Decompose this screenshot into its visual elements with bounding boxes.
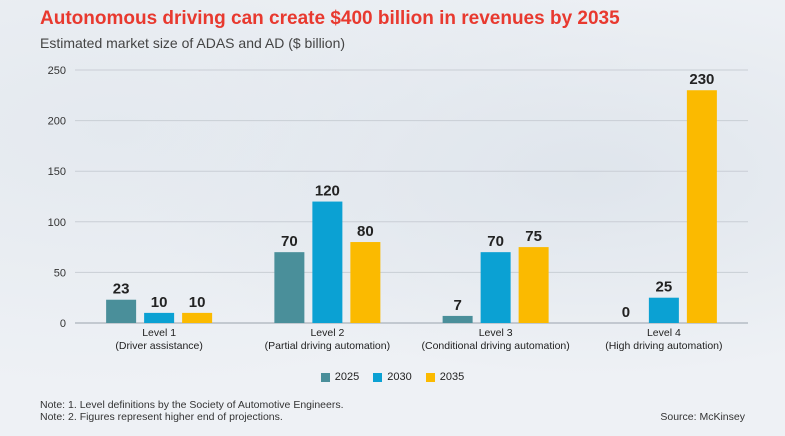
- x-tick-label: (Partial driving automation): [265, 340, 390, 352]
- bar: [312, 201, 343, 323]
- data-label: 23: [113, 281, 130, 298]
- x-tick-label: (Conditional driving automation): [422, 340, 570, 352]
- data-label: 7: [453, 297, 461, 314]
- y-tick-label: 0: [60, 318, 66, 330]
- data-label: 70: [487, 233, 504, 250]
- y-tick-label: 250: [48, 65, 66, 77]
- footnote-1: Note: 1. Level definitions by the Societ…: [40, 399, 344, 411]
- data-label: 0: [622, 304, 630, 321]
- data-label: 25: [656, 279, 673, 296]
- y-tick-label: 150: [48, 166, 66, 178]
- data-label: 10: [189, 294, 206, 311]
- y-tick-label: 200: [48, 116, 66, 128]
- legend-label: 2030: [387, 371, 412, 383]
- source-note: Source: McKinsey: [660, 411, 745, 423]
- legend-item: 2025: [320, 371, 360, 383]
- legend-label: 2025: [334, 371, 360, 383]
- x-tick-label: (Driver assistance): [115, 340, 203, 352]
- legend-label: 2035: [439, 371, 465, 383]
- x-tick-label: Level 2: [310, 327, 344, 339]
- chart-title: Autonomous driving can create $400 billi…: [40, 8, 620, 29]
- x-tick-label: Level 1: [142, 327, 176, 339]
- data-label: 75: [525, 228, 542, 245]
- bar: [274, 252, 305, 323]
- x-tick-label: Level 3: [479, 327, 513, 339]
- legend-swatch: [320, 372, 330, 382]
- footnotes: Note: 1. Level definitions by the Societ…: [40, 399, 344, 423]
- chart-legend: 2025 2030 2035: [0, 371, 785, 383]
- data-label: 120: [315, 183, 340, 200]
- bar: [144, 312, 175, 323]
- legend-item: 2035: [425, 371, 465, 383]
- bar: [350, 242, 381, 323]
- legend-swatch: [425, 372, 435, 382]
- bar: [442, 315, 473, 323]
- data-label: 10: [151, 294, 168, 311]
- bar: [106, 299, 137, 323]
- data-label: 80: [357, 223, 374, 240]
- bar: [686, 90, 717, 324]
- chart-subtitle: Estimated market size of ADAS and AD ($ …: [40, 35, 346, 51]
- data-label: 230: [689, 71, 714, 88]
- bar: [648, 297, 679, 323]
- footnote-2: Note: 2. Figures represent higher end of…: [40, 411, 283, 423]
- bar: [518, 247, 549, 323]
- bar: [480, 252, 511, 323]
- x-tick-label: (High driving automation): [605, 340, 722, 352]
- bar: [182, 312, 213, 323]
- x-tick-label: Level 4: [647, 327, 681, 339]
- y-tick-label: 50: [54, 267, 66, 279]
- data-label: 70: [281, 233, 298, 250]
- y-tick-label: 100: [48, 217, 66, 229]
- legend-swatch: [373, 372, 383, 382]
- legend-item: 2030: [373, 371, 412, 383]
